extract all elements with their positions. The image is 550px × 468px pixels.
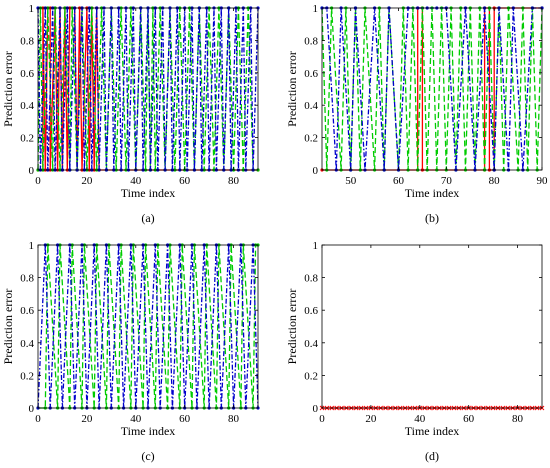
y-tick-label: 0 xyxy=(29,165,35,177)
y-tick-label: 0.4 xyxy=(304,100,318,112)
y-tick-label: 0.8 xyxy=(304,35,318,47)
panel-d: 0 0.2 0.4 0.6 0.8 1 0 20 40 60 80 Time index Predict… xyxy=(285,240,545,463)
x-tick-label: 80 xyxy=(228,413,240,425)
y-tick-label: 0.6 xyxy=(20,305,34,317)
y-tick-label: 0.2 xyxy=(20,370,34,382)
x-tick-label: 80 xyxy=(512,413,524,425)
series-0 xyxy=(36,243,260,410)
x-tick-label: 60 xyxy=(179,413,191,425)
y-tick-label: 0.2 xyxy=(20,133,34,145)
y-tick-label: 0.8 xyxy=(304,273,318,285)
y-tick-label: 0.2 xyxy=(304,370,318,382)
series-0 xyxy=(320,6,544,172)
x-tick-label: 40 xyxy=(130,175,142,187)
y-tick-label: 0.8 xyxy=(20,273,34,285)
y-tick-label: 0 xyxy=(313,165,319,177)
y-tick-label: 0.6 xyxy=(304,305,318,317)
y-tick-label: 1 xyxy=(29,240,35,252)
plot-frame xyxy=(37,244,259,409)
x-tick-label: 40 xyxy=(414,413,426,425)
panel-c: 0 0.2 0.4 0.6 0.8 1 0 20 40 60 80 Time index Predict… xyxy=(1,240,260,463)
panel-label: (c) xyxy=(141,449,154,463)
panel-b: 0 0.2 0.4 0.6 0.8 1 50 60 70 80 90 Time index Predic… xyxy=(285,3,548,225)
series-line xyxy=(322,7,542,171)
x-tick-label: 0 xyxy=(319,413,325,425)
series-2 xyxy=(320,6,544,172)
x-tick-label: 80 xyxy=(228,175,240,187)
y-axis-label: Prediction error xyxy=(1,289,15,365)
plot-frame xyxy=(37,7,259,171)
x-tick-label: 20 xyxy=(81,413,93,425)
x-tick-label: 0 xyxy=(35,175,41,187)
x-tick-label: 0 xyxy=(35,413,41,425)
x-tick-label: 40 xyxy=(130,413,142,425)
y-tick-label: 0.2 xyxy=(304,133,318,145)
y-tick-label: 1 xyxy=(313,3,319,15)
y-tick-label: 0 xyxy=(313,403,319,415)
panel-label: (d) xyxy=(425,449,439,463)
x-tick-label: 60 xyxy=(393,175,405,187)
x-axis-label: Time index xyxy=(121,186,176,200)
series-1 xyxy=(36,243,260,410)
panel-label: (a) xyxy=(141,211,154,225)
x-tick-label: 20 xyxy=(81,175,93,187)
plot-frame xyxy=(321,244,543,409)
y-tick-label: 0.4 xyxy=(20,338,34,350)
x-axis-label: Time index xyxy=(405,186,460,200)
series-1 xyxy=(320,6,544,172)
x-tick-label: 60 xyxy=(463,413,475,425)
y-tick-label: 1 xyxy=(29,3,35,15)
x-tick-label: 60 xyxy=(179,175,191,187)
y-tick-label: 0.4 xyxy=(304,338,318,350)
y-tick-label: 0 xyxy=(29,403,35,415)
x-tick-label: 80 xyxy=(489,175,501,187)
x-tick-label: 50 xyxy=(345,175,357,187)
y-axis-label: Prediction error xyxy=(285,289,299,365)
plot-frame xyxy=(321,7,543,171)
series-line xyxy=(38,244,258,409)
y-axis-label: Prediction error xyxy=(285,51,299,127)
panel-a: 0 0.2 0.4 0.6 0.8 1 0 20 40 60 80 Time index Predict… xyxy=(1,3,260,225)
x-tick-label: 90 xyxy=(537,175,549,187)
x-axis-label: Time index xyxy=(405,424,460,438)
x-axis-label: Time index xyxy=(121,424,176,438)
y-tick-label: 1 xyxy=(313,240,319,252)
x-tick-label: 70 xyxy=(441,175,453,187)
panel-label: (b) xyxy=(425,211,439,225)
y-tick-label: 0.6 xyxy=(304,68,318,80)
y-tick-label: 0.4 xyxy=(20,100,34,112)
y-tick-label: 0.8 xyxy=(20,35,34,47)
y-tick-label: 0.6 xyxy=(20,68,34,80)
y-axis-label: Prediction error xyxy=(1,51,15,127)
x-tick-label: 20 xyxy=(365,413,377,425)
